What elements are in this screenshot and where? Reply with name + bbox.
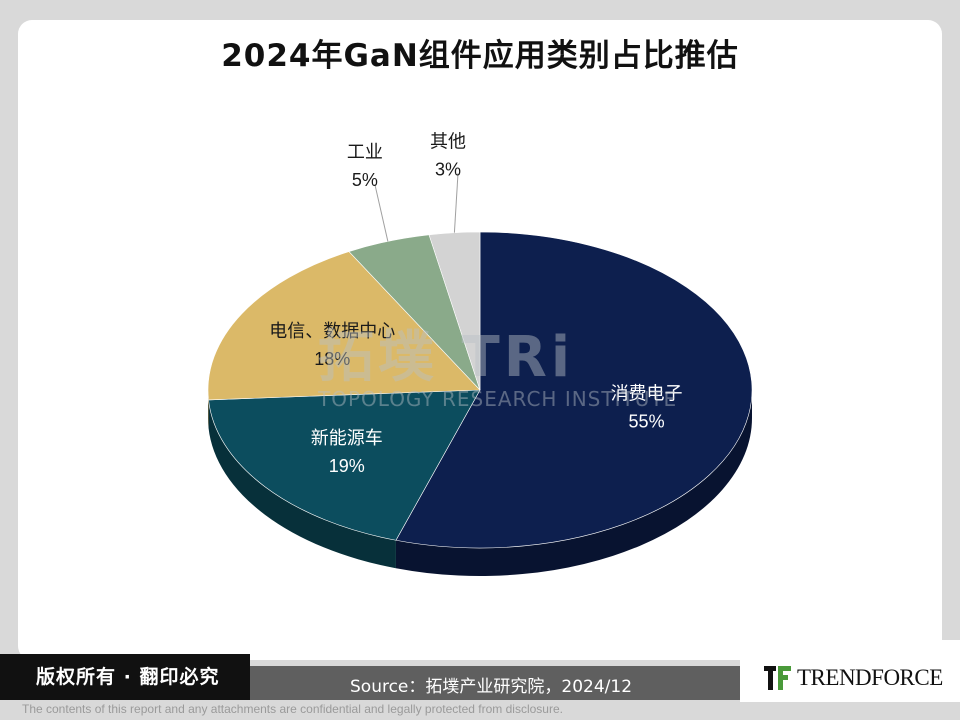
pie-value-3: 5% (352, 170, 378, 190)
pie-slice-0 (395, 231, 753, 549)
pie-slice-1 (208, 389, 481, 541)
pie-label-4: 其他 (430, 131, 466, 152)
pie-value-1: 19% (329, 456, 365, 476)
pie-label-3: 工业 (347, 142, 383, 163)
pie-leader-3 (374, 184, 389, 242)
chart-title: 2024年GaN组件应用类别占比推估 (221, 38, 739, 74)
pie-slice-4 (428, 231, 481, 391)
pie-label-0: 消费电子 (611, 383, 683, 404)
disclaimer-text: The contents of this report and any atta… (22, 702, 563, 716)
pie-slice-2 (207, 251, 481, 401)
copyright-notice: 版权所有 · 翻印必究 (0, 654, 250, 700)
pie-value-4: 3% (435, 159, 461, 179)
pie-label-1: 新能源车 (311, 428, 383, 449)
trendforce-logo-icon (764, 666, 791, 690)
source-note: Source：拓墣产业研究院，2024/12 (350, 677, 633, 697)
pie-value-0: 55% (629, 411, 665, 431)
pie-leader-4 (453, 173, 459, 233)
pie-value-2: 18% (314, 349, 350, 369)
trendforce-logo: TRENDFORCE (797, 665, 943, 690)
pie-label-2: 电信、数据中心 (269, 321, 395, 342)
trendforce-logo-bg (740, 640, 960, 702)
pie-side-1 (208, 399, 396, 569)
pie-side-0 (395, 390, 752, 576)
